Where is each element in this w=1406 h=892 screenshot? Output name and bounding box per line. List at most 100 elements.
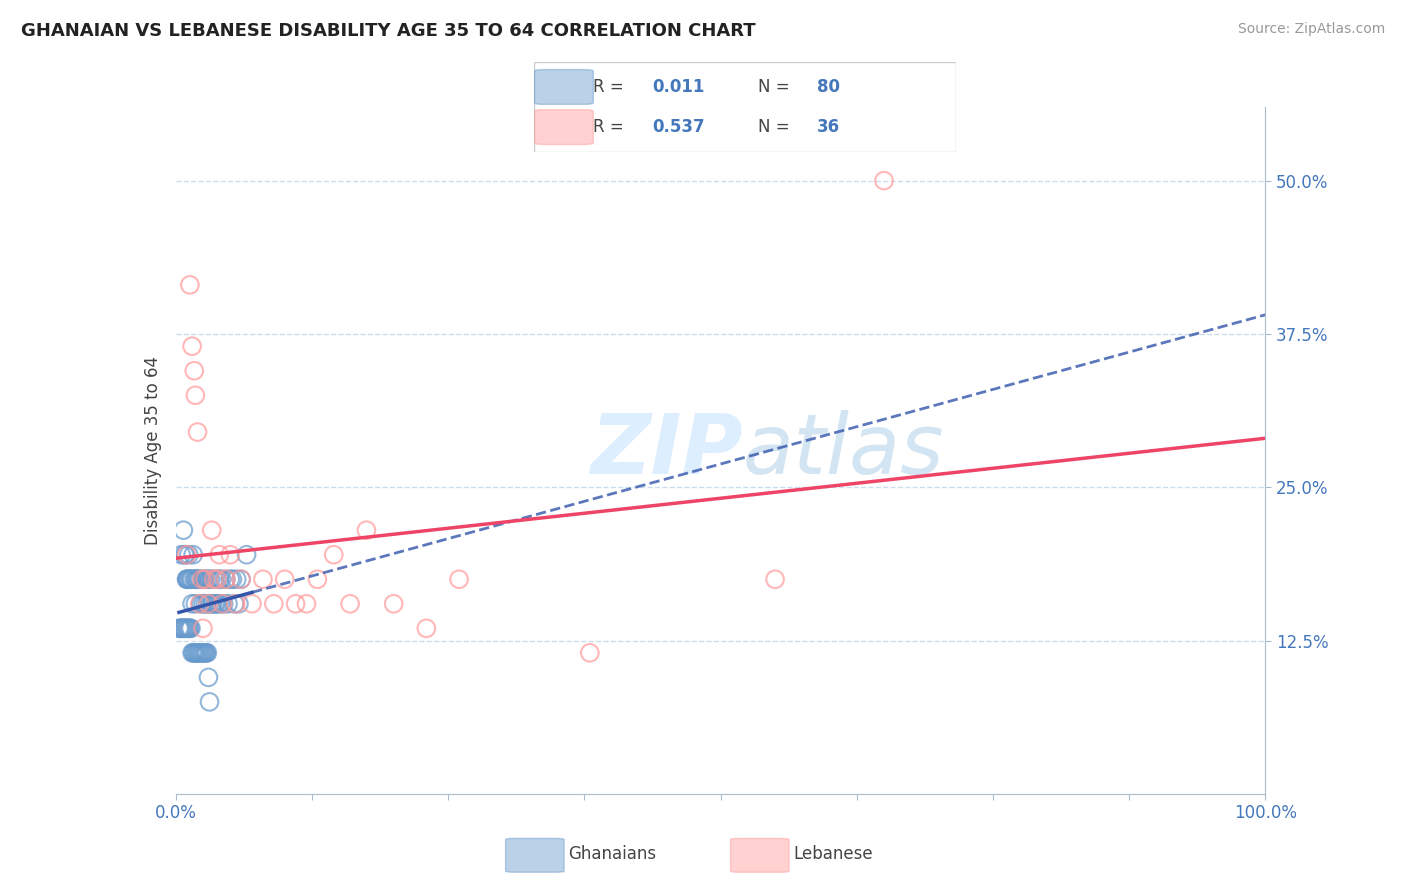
Point xyxy=(177,572,200,586)
Text: Ghanaians: Ghanaians xyxy=(568,845,657,863)
Point xyxy=(187,572,209,586)
Point xyxy=(172,523,194,537)
Point xyxy=(225,597,247,611)
Point xyxy=(194,646,217,660)
Point xyxy=(197,572,219,586)
Point xyxy=(295,597,318,611)
Point xyxy=(188,597,211,611)
Point xyxy=(200,572,222,586)
Point xyxy=(205,597,228,611)
Point xyxy=(180,572,202,586)
Point xyxy=(235,548,257,562)
Point xyxy=(172,621,194,635)
Point xyxy=(202,572,225,586)
Point xyxy=(207,597,229,611)
Point xyxy=(231,572,253,586)
FancyBboxPatch shape xyxy=(506,838,564,872)
Point xyxy=(176,548,198,562)
Point xyxy=(191,597,214,611)
Point xyxy=(170,621,193,635)
Point xyxy=(181,597,204,611)
Point xyxy=(763,572,786,586)
Point xyxy=(186,572,208,586)
Point xyxy=(181,339,204,353)
Point xyxy=(208,548,231,562)
Point xyxy=(174,621,197,635)
Point xyxy=(179,621,201,635)
Point xyxy=(217,597,239,611)
Point xyxy=(191,646,214,660)
Point xyxy=(339,597,361,611)
Point xyxy=(181,646,204,660)
Point xyxy=(172,621,194,635)
Point xyxy=(322,548,344,562)
Point xyxy=(186,425,209,439)
Text: GHANAIAN VS LEBANESE DISABILITY AGE 35 TO 64 CORRELATION CHART: GHANAIAN VS LEBANESE DISABILITY AGE 35 T… xyxy=(21,22,755,40)
Point xyxy=(191,572,214,586)
Text: 0.011: 0.011 xyxy=(652,78,704,96)
Point xyxy=(212,597,235,611)
Point xyxy=(307,572,329,586)
Point xyxy=(188,646,211,660)
FancyBboxPatch shape xyxy=(731,838,789,872)
FancyBboxPatch shape xyxy=(534,110,593,145)
Point xyxy=(252,572,274,586)
Point xyxy=(198,597,221,611)
Point xyxy=(447,572,470,586)
Text: R =: R = xyxy=(593,118,630,136)
Point xyxy=(193,572,215,586)
Point xyxy=(201,597,224,611)
Point xyxy=(225,572,247,586)
Point xyxy=(209,597,232,611)
Point xyxy=(183,646,205,660)
Text: N =: N = xyxy=(758,78,794,96)
Point xyxy=(579,646,602,660)
Point xyxy=(180,621,202,635)
Point xyxy=(240,597,263,611)
Point xyxy=(193,646,215,660)
Point xyxy=(201,523,224,537)
Point xyxy=(188,572,211,586)
Point xyxy=(221,572,243,586)
Point xyxy=(186,646,209,660)
Point xyxy=(356,523,378,537)
Point xyxy=(205,572,228,586)
Point xyxy=(211,572,233,586)
Point xyxy=(208,572,231,586)
Point xyxy=(167,621,190,635)
Point xyxy=(231,572,253,586)
Point xyxy=(191,621,214,635)
Point xyxy=(195,646,218,660)
Text: ZIP: ZIP xyxy=(589,410,742,491)
Text: N =: N = xyxy=(758,118,794,136)
Point xyxy=(177,621,200,635)
Point xyxy=(263,597,285,611)
Text: atlas: atlas xyxy=(742,410,943,491)
Point xyxy=(176,572,198,586)
Point xyxy=(191,646,214,660)
FancyBboxPatch shape xyxy=(534,70,593,104)
Point xyxy=(197,670,219,684)
Point xyxy=(179,572,201,586)
Point xyxy=(170,548,193,562)
Point xyxy=(198,695,221,709)
Point xyxy=(177,621,200,635)
Point xyxy=(177,548,200,562)
Point xyxy=(215,572,238,586)
Point xyxy=(186,646,208,660)
Text: R =: R = xyxy=(593,78,630,96)
Point xyxy=(228,597,250,611)
Point xyxy=(184,597,207,611)
Point xyxy=(211,597,233,611)
Point xyxy=(173,548,195,562)
FancyBboxPatch shape xyxy=(534,62,956,152)
Point xyxy=(173,621,195,635)
Point xyxy=(274,572,297,586)
Text: 0.537: 0.537 xyxy=(652,118,704,136)
Point xyxy=(195,646,218,660)
Point xyxy=(219,572,242,586)
Text: Source: ZipAtlas.com: Source: ZipAtlas.com xyxy=(1237,22,1385,37)
Point xyxy=(873,173,896,188)
Point xyxy=(187,646,209,660)
Point xyxy=(197,597,219,611)
